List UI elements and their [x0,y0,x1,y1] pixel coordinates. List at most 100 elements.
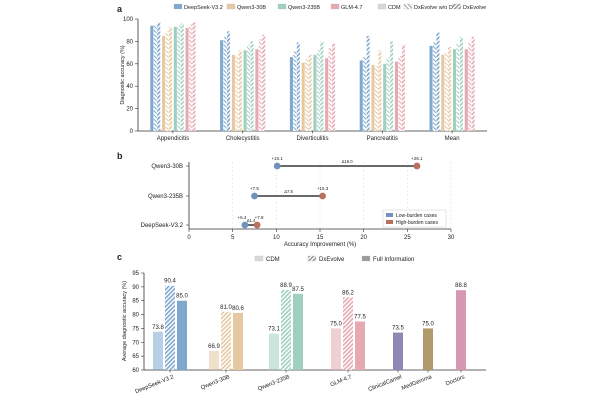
panel-a-legend-label: DeepSeek-V3.2 [184,5,223,11]
panel-a-legend-label: CDM [388,5,401,11]
panel-c-y-tick-label: 70 [132,340,139,346]
panel-a-x-tick-label: Diverticulitis [296,136,328,142]
panel-a-bar [328,48,332,132]
panel-c-legend-label: DxEvolve [319,257,345,263]
panel-c-bar-label: 86.2 [342,290,354,296]
panel-b-high-label: +26.1 [411,156,423,161]
panel-a-bar [394,61,398,132]
panel-b-row-label: Qwen3-235B [148,194,183,200]
panel-c-y-tick-label: 65 [132,354,139,360]
panel-c-legend-label: Full Information [373,257,414,263]
panel-a-bar [223,36,227,131]
panel-c-y-tick-label: 75 [132,326,139,332]
panel-letter-c: c [117,252,122,262]
panel-a-bar [296,42,300,131]
panel-a-bar [168,26,172,132]
panel-b-x-tick-label: 20 [360,235,367,241]
panel-a-bar [432,42,436,131]
panel-a-legend-label: Qwen3-30B [237,5,266,11]
panel-a-bar [189,24,193,132]
panel-a-bar [398,55,402,131]
panel-c-bar [423,328,433,370]
panel-a-bar [235,54,239,132]
panel-c-x-tick-label: Qwen3-235B [257,374,291,392]
panel-a-bar [453,49,457,131]
panel-c-bar [153,331,163,370]
panel-c-y-tick-label: 85 [132,299,139,305]
panel-a-bar [441,54,445,132]
panel-a-bar [429,45,433,131]
panel-c-bar-label: 73.8 [152,325,164,331]
panel-a-bar [220,40,224,131]
panel-c-bar [269,333,279,370]
panel-a-legend-label: DxEvolve [463,5,486,11]
panel-a-bar [471,36,475,131]
panel-c-x-tick-label: MedGemma [401,374,434,392]
panel-c-bar-label: 75.0 [422,321,434,327]
panel-c-legend-swatch [254,255,264,262]
panel-a-y-tick-label: 0 [130,129,134,135]
panel-a-bar [371,64,375,131]
panel-a-bar [293,51,297,132]
panel-a-bar [390,41,394,131]
panel-a-bar [325,58,329,132]
panel-b-legend-box [382,209,447,228]
panel-a-legend-label: DxEvolve w/o DCP [414,5,461,11]
panel-a-bar [383,63,387,131]
panel-a-bar [255,49,259,131]
panel-b-gap-label: Δ7.8 [284,189,293,194]
panel-a-bar [448,47,452,131]
panel-c-bar-label: 90.4 [164,279,176,285]
panel-c-bar-label: 88.9 [280,283,292,289]
panel-a-bar [366,35,370,131]
panel-a-legend-swatch [277,3,287,10]
panel-c-y-tick-label: 90 [132,285,139,291]
panel-b-x-tick-label: 30 [448,235,455,241]
panel-a-legend-swatch [452,3,462,10]
panel-a-bar [464,49,468,131]
panel-b-x-label: Accuracy Improvement (%) [284,242,356,248]
panel-a-bar [192,22,196,131]
panel-a-bar [374,66,378,131]
panel-c-y-tick-label: 80 [132,313,139,319]
panel-a-bar [227,31,231,131]
panel-c-bar [393,332,403,370]
panel-a-legend-swatch [403,3,413,10]
panel-a-bar [332,43,336,131]
panel-a-bar [258,39,262,131]
panel-a-bar [247,44,251,132]
panel-b-gap-label: Δ1.4 [247,218,256,223]
panel-c-y-label: Average diagnostic accuracy (%) [122,281,128,361]
panel-a-bar [308,54,312,132]
panel-a-x-tick-label: Mean [445,136,460,142]
panel-a-bar [238,50,242,131]
panel-a-bar [250,41,254,131]
panel-a-bar [173,26,177,132]
panel-a-bar [231,54,235,132]
panel-b-low-dot [273,162,281,170]
panel-a-bar [320,41,324,131]
panel-c-bar [456,290,466,370]
panel-c-bar-label: 73.5 [392,326,404,332]
panel-a-bar [177,25,181,131]
panel-a-legend-label: GLM-4.7 [341,5,362,11]
panel-a-x-tick-label: Pancreatitis [367,136,398,142]
panel-c-x-tick-label: GLM-4.7 [330,374,353,388]
panel-b-gap-label: Δ16.0 [342,159,354,164]
panel-c-y-tick-label: 95 [132,271,139,277]
panel-b-legend-swatch [386,213,393,217]
panel-b-low-dot [251,192,258,200]
panel-c-bar-label: 87.5 [292,287,304,293]
panel-a-bar [401,44,405,132]
panel-c-bar-label: 88.8 [455,283,467,289]
panel-a-bar [468,42,472,131]
panel-b-high-dot [253,221,261,229]
panel-b-high-label: +15.3 [317,186,329,191]
panel-b-legend-label: Low-burden cases [396,213,437,219]
panel-c-bar-label: 85.0 [176,294,188,300]
panel-a-x-tick-label: Appendicitis [157,136,189,142]
panel-a-bar [301,62,305,131]
panel-a-bar [180,23,184,132]
panel-c-x-tick-label: DeepSeek-V3.2 [135,374,175,395]
panel-c-x-tick-label: Qwen3-30B [200,374,231,391]
